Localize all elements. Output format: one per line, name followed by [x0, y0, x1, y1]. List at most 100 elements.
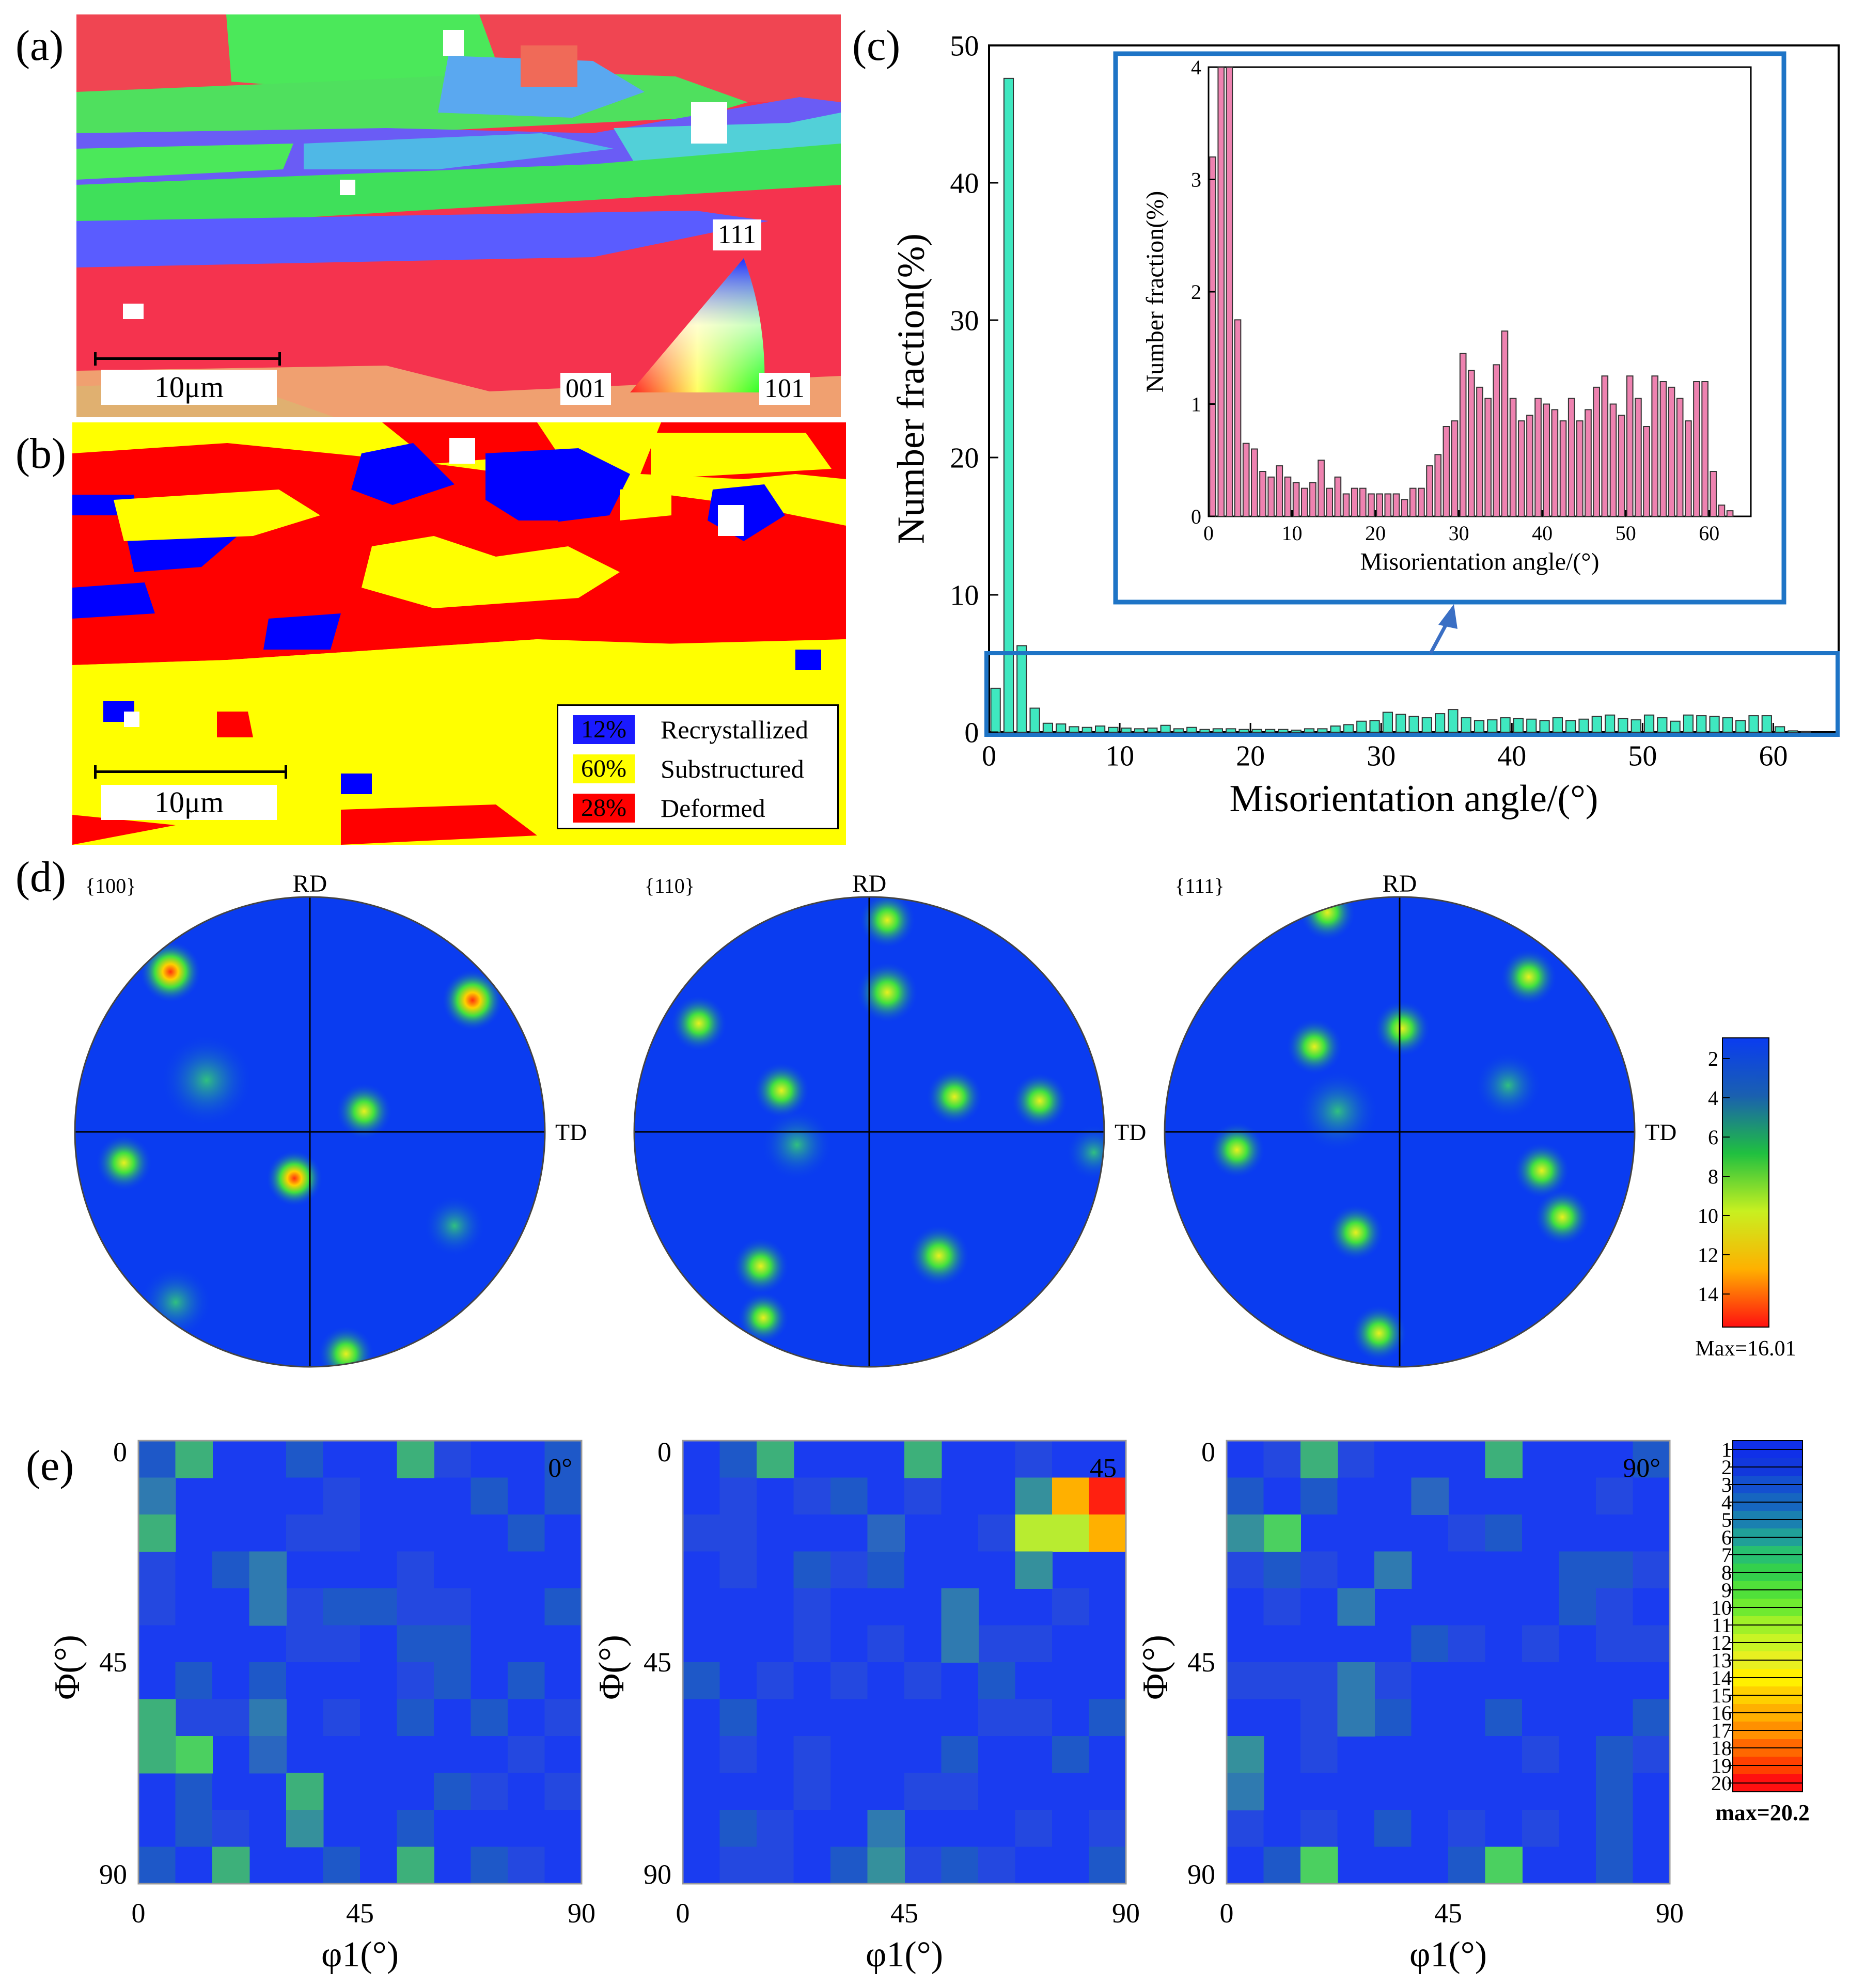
odf-cell: [508, 1514, 545, 1552]
main-chart-bar: [1056, 723, 1067, 733]
odf-cell: [1300, 1662, 1338, 1700]
odf-cell: [397, 1662, 434, 1700]
odf-cell: [1300, 1551, 1338, 1589]
odf-cell: [1374, 1441, 1412, 1478]
odf-cell: [1015, 1736, 1053, 1774]
odf-cell: [360, 1847, 398, 1884]
odf-cell: [508, 1588, 545, 1626]
odf-intensity-cell: [175, 1736, 213, 1774]
odf-colorbar-tick-label: 17: [1711, 1719, 1732, 1742]
pole-figure-label: {110}: [645, 874, 695, 897]
main-chart-bar: [1748, 715, 1759, 733]
odf-cell: [1015, 1588, 1053, 1626]
odf-cell: [904, 1588, 942, 1626]
odf-cell: [434, 1551, 472, 1589]
inset-chart-bar: [1418, 487, 1425, 517]
odf-ylabel: Φ(°): [592, 1635, 632, 1700]
odf-colorbar-tick-label: 6: [1721, 1526, 1732, 1549]
odf-cell: [1374, 1514, 1412, 1552]
pole-figure-label: {111}: [1175, 874, 1224, 897]
odf-cell: [1448, 1514, 1486, 1552]
odf-cell: [793, 1699, 831, 1737]
inset-chart-xtick-label: 10: [1282, 522, 1303, 545]
odf-cell: [904, 1514, 942, 1552]
odf-frame: [137, 1440, 583, 1885]
odf-cell: [1015, 1847, 1053, 1884]
main-chart-bar: [1199, 729, 1210, 733]
odf-cell: [138, 1441, 176, 1478]
odf-cell: [1522, 1847, 1560, 1884]
odf-intensity-cell: [1052, 1514, 1090, 1552]
odf-cell: [1374, 1810, 1412, 1848]
odf-cell: [1559, 1625, 1596, 1663]
odf-cell: [249, 1514, 287, 1552]
odf-ytick-label: 90: [644, 1859, 671, 1890]
inset-chart-ytick-label: 0: [1191, 505, 1201, 528]
odf-cell: [1448, 1736, 1486, 1774]
odf-cell: [1300, 1625, 1338, 1663]
inset-chart-bar: [1209, 156, 1216, 517]
inset-chart-bar: [1543, 403, 1550, 517]
odf-cell: [1633, 1773, 1670, 1810]
odf-cell: [683, 1477, 720, 1515]
main-chart-bar: [1147, 728, 1158, 733]
main-chart-bar: [1461, 717, 1471, 733]
odf-cell: [1596, 1551, 1634, 1589]
odf-cell: [471, 1514, 508, 1552]
odf-cell: [1448, 1662, 1486, 1700]
odf-cell: [212, 1662, 250, 1700]
odf-cell: [867, 1699, 905, 1737]
inset-chart-bar: [1284, 476, 1292, 517]
inset-chart-bar: [1276, 465, 1283, 517]
odf-cell: [434, 1514, 472, 1552]
odf-cell: [323, 1847, 360, 1884]
odf-cell: [867, 1441, 905, 1478]
odf-cell: [683, 1588, 720, 1626]
odf-cell: [360, 1551, 398, 1589]
odf-cell: [323, 1810, 360, 1848]
odf-cell: [1411, 1441, 1449, 1478]
main-chart-bar: [1108, 727, 1119, 733]
main-chart-bar: [1408, 716, 1419, 733]
odf-cell: [941, 1773, 979, 1810]
odf-cell: [904, 1551, 942, 1589]
odf-cell: [508, 1477, 545, 1515]
odf-intensity-cell: [1337, 1662, 1375, 1700]
odf-cell: [1015, 1625, 1053, 1663]
odf-intensity-cell: [286, 1773, 324, 1810]
odf-ytick-label: 0: [113, 1437, 127, 1468]
odf-cell: [1485, 1551, 1523, 1589]
odf-colorbar-frame: [1732, 1440, 1803, 1792]
odf-cell: [544, 1736, 582, 1774]
odf-cell: [867, 1662, 905, 1700]
inset-chart-bar: [1635, 398, 1642, 517]
odf-cell: [1089, 1441, 1126, 1478]
odf-cell: [904, 1736, 942, 1774]
inset-chart-xtick-label: 60: [1699, 522, 1719, 545]
odf-cell: [941, 1514, 979, 1552]
odf-cell: [471, 1662, 508, 1700]
odf-cell: [941, 1662, 979, 1700]
odf-cell: [175, 1662, 213, 1700]
pole-figure-label: {100}: [85, 874, 136, 897]
odf-cell: [941, 1441, 979, 1478]
odf-cell: [941, 1847, 979, 1884]
odf-colorbar-tick-label: 13: [1711, 1649, 1732, 1672]
odf-cell: [175, 1699, 213, 1737]
pole-colorbar-tick-label: 12: [1698, 1243, 1718, 1267]
odf-cell: [978, 1810, 1016, 1848]
odf-cell: [830, 1514, 868, 1552]
odf-cell: [683, 1810, 720, 1848]
odf-intensity-cell: [397, 1847, 434, 1884]
odf-cell: [1015, 1662, 1053, 1700]
odf-cell: [1337, 1441, 1375, 1478]
main-chart-bar: [1775, 726, 1785, 733]
scale-bar-tick-b-right: [285, 765, 287, 779]
odf-xtick-label: 0: [1220, 1898, 1234, 1929]
odf-cell: [544, 1477, 582, 1515]
odf-cell: [138, 1662, 176, 1700]
odf-ytick-label: 90: [99, 1859, 127, 1890]
main-chart-bar: [1251, 729, 1262, 733]
